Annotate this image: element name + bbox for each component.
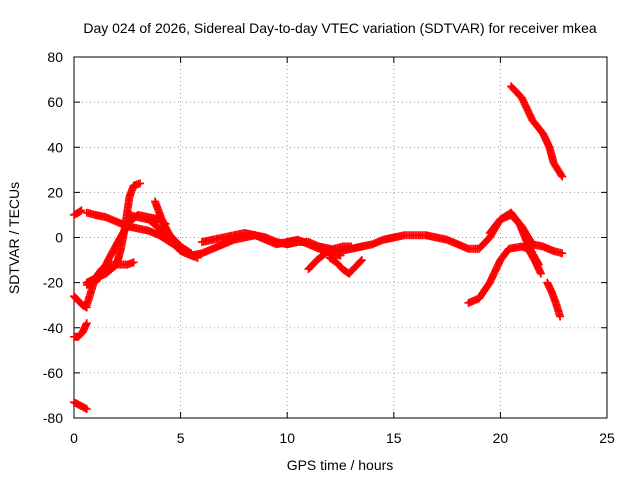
- data-point: [534, 260, 543, 269]
- data-point: [136, 179, 145, 188]
- data-point: [187, 249, 196, 258]
- y-axis-title: SDTVAR / TECUs: [6, 182, 22, 294]
- series-arc-15: [485, 208, 543, 269]
- y-tick-label: -60: [43, 365, 63, 381]
- chart-title: Day 024 of 2026, Sidereal Day-to-day VTE…: [83, 20, 596, 36]
- data-point: [82, 319, 91, 328]
- x-tick-label: 15: [386, 430, 402, 446]
- data-point: [347, 242, 356, 251]
- data-point: [82, 404, 91, 413]
- x-tick-label: 20: [493, 430, 509, 446]
- y-tick-label: -20: [43, 275, 63, 291]
- data-point: [77, 206, 86, 215]
- data-points: [70, 82, 567, 413]
- x-tick-label: 5: [177, 430, 185, 446]
- y-tick-label: 0: [55, 230, 63, 246]
- series-arc-4: [70, 206, 86, 219]
- series-arc-2: [70, 319, 91, 341]
- data-point: [336, 251, 345, 260]
- data-point: [357, 256, 366, 265]
- y-tick-label: 40: [47, 139, 63, 155]
- axis-ticks: 0 5 10 15 20 25 -80 -60 -40 -20 0 20 40 60 80: [43, 49, 615, 446]
- series-arc-12: [304, 242, 356, 274]
- series-arc-16: [507, 82, 567, 181]
- series-arc-13: [325, 253, 366, 278]
- x-tick-label: 10: [279, 430, 295, 446]
- series-arc-7: [82, 179, 145, 287]
- y-tick-label: 20: [47, 184, 63, 200]
- data-point: [556, 312, 565, 321]
- y-tick-label: 60: [47, 94, 63, 110]
- data-point: [557, 171, 566, 180]
- data-point: [356, 257, 365, 266]
- y-tick-label: 80: [47, 49, 63, 65]
- series-arc-1: [70, 398, 91, 413]
- data-point: [129, 258, 138, 267]
- series-arc-17: [543, 278, 565, 321]
- x-axis-title: GPS time / hours: [287, 457, 394, 473]
- x-tick-label: 0: [70, 430, 78, 446]
- y-tick-label: -40: [43, 320, 63, 336]
- y-tick-label: -80: [43, 410, 63, 426]
- data-point: [185, 248, 194, 257]
- series-arc-10: [151, 197, 196, 258]
- x-tick-label: 25: [599, 430, 615, 446]
- data-point: [558, 172, 567, 181]
- data-point: [536, 269, 545, 278]
- data-point: [558, 249, 567, 258]
